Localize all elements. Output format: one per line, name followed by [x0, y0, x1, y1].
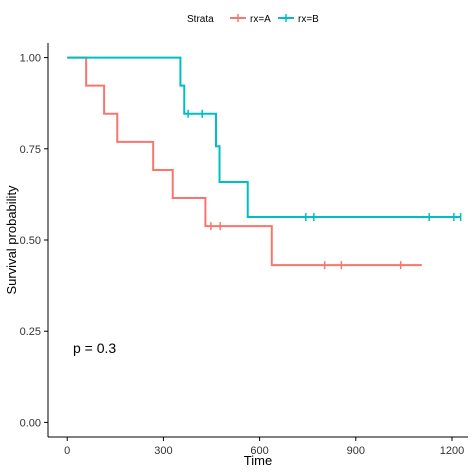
legend: Strata rx=A rx=B: [187, 14, 319, 25]
x-tick-label: 0: [64, 445, 70, 457]
survival-curves: [67, 56, 462, 270]
survival-curve-rx-a: [67, 56, 422, 267]
legend-label-rx-b: rx=B: [298, 14, 319, 25]
y-ticks: 0.00 0.25 0.50 0.75 1.00: [20, 53, 48, 429]
y-tick-label: 0.75: [20, 144, 41, 156]
y-tick-label: 1.00: [20, 53, 41, 65]
x-tick-label: 900: [347, 445, 365, 457]
y-tick-label: 0.00: [20, 417, 41, 429]
y-axis-title: Survival probability: [4, 185, 19, 295]
p-value-annotation: p = 0.3: [73, 340, 116, 356]
legend-label-rx-a: rx=A: [250, 14, 271, 25]
legend-title: Strata: [187, 14, 214, 25]
x-ticks: 0 300 600 900 1200: [64, 437, 464, 457]
x-tick-label: 600: [250, 445, 268, 457]
y-tick-label: 0.25: [20, 326, 41, 338]
x-tick-label: 300: [154, 445, 172, 457]
y-tick-label: 0.50: [20, 235, 41, 247]
survival-curve-rx-b: [67, 56, 461, 219]
x-axis-title: Time: [244, 453, 272, 468]
x-tick-label: 1200: [440, 445, 464, 457]
